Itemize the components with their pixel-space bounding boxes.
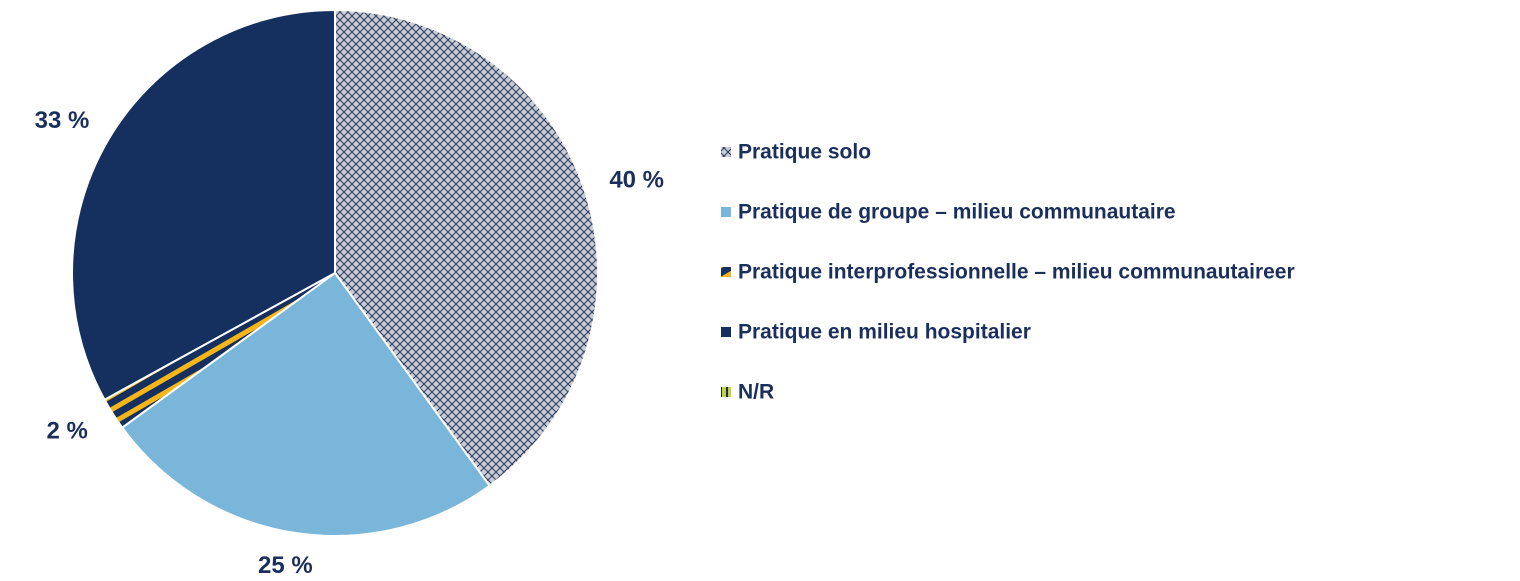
data-label: 25 % xyxy=(258,552,313,579)
legend-label: Pratique en milieu hospitalier xyxy=(738,321,1031,344)
legend-label: Pratique de groupe – milieu communautair… xyxy=(738,201,1176,224)
legend-label: Pratique interprofessionnelle – milieu c… xyxy=(738,261,1295,284)
legend-label: N/R xyxy=(738,381,774,404)
legend-swatch xyxy=(721,327,731,337)
data-label: 40 % xyxy=(609,167,664,194)
pie-slice xyxy=(71,8,336,402)
legend-swatch xyxy=(721,267,731,277)
data-label: 33 % xyxy=(35,107,90,134)
legend-label: Pratique solo xyxy=(738,141,871,164)
data-label: 2 % xyxy=(47,418,88,445)
legend-swatch xyxy=(721,207,731,217)
pie-slice xyxy=(120,271,491,537)
legend-swatch xyxy=(721,387,731,397)
legend-swatch xyxy=(721,147,731,157)
pie-slice xyxy=(334,8,599,488)
